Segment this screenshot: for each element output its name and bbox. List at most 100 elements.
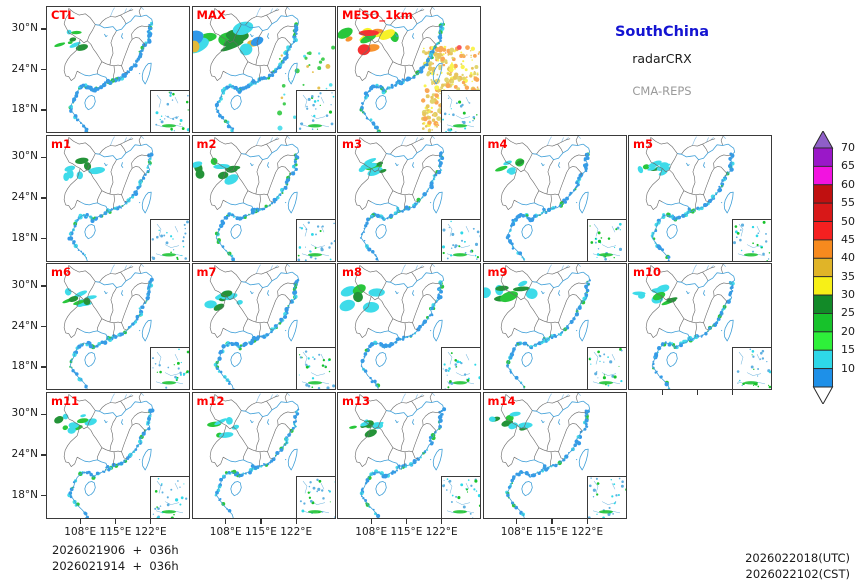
lat-tick-label: 30°N — [11, 150, 38, 163]
map-panel-m10[interactable]: m10 — [628, 263, 772, 390]
lat-tick-label: 18°N — [11, 488, 38, 501]
map-panel-ctl[interactable]: CTL — [46, 6, 190, 133]
map-panel-m13[interactable]: m13 — [337, 391, 481, 519]
lat-tick-label: 24°N — [11, 62, 38, 75]
colorbar-label-60: 60 — [841, 177, 855, 191]
lat-tick — [41, 494, 46, 497]
map-panel-m3[interactable]: m3 — [337, 134, 481, 262]
south-china-sea-inset — [586, 347, 626, 389]
lon-tick — [79, 518, 81, 524]
south-china-sea-inset — [150, 347, 189, 389]
lon-tick-label: 115°E — [99, 525, 132, 538]
lon-tick — [586, 518, 588, 524]
map-panel-m14[interactable]: m14 — [482, 391, 627, 519]
panel-label-m2: m2 — [196, 136, 217, 151]
lon-tick — [295, 518, 297, 524]
lon-tick-label: 108°E — [209, 525, 242, 538]
map-panel-m1[interactable]: m1 — [46, 134, 190, 262]
lon-tick-label: 108°E — [500, 525, 533, 538]
south-china-sea-inset — [586, 218, 626, 261]
map-panel-m7[interactable]: m7 — [191, 263, 336, 390]
footer-valid-cst: 2026022102(CST) — [745, 567, 851, 581]
lon-tick — [732, 390, 734, 395]
lon-tick-label: 122°E — [134, 525, 167, 538]
panel-label-m6: m6 — [51, 265, 71, 279]
lon-tick — [516, 518, 518, 524]
footer-init-time-1: 2026021906 + 036h — [52, 543, 179, 557]
colorbar-label-25: 25 — [841, 306, 855, 320]
lon-tick-label: 122°E — [425, 525, 458, 538]
colorbar-label-65: 65 — [841, 159, 855, 173]
footer-init-time-2: 2026021914 + 036h — [52, 559, 179, 573]
lat-tick — [41, 237, 46, 240]
lon-tick — [405, 518, 408, 524]
map-panel-m2[interactable]: m2 — [191, 134, 336, 262]
lat-tick-label: 30°N — [11, 407, 38, 420]
lon-tick — [370, 518, 372, 524]
lat-tick — [41, 109, 46, 111]
map-panel-m8[interactable]: m8 — [337, 263, 481, 390]
model-source-label: CMA-REPS — [632, 84, 692, 98]
lon-tick-label: 108°E — [64, 525, 97, 538]
colorbar — [812, 131, 834, 404]
colorbar-label-45: 45 — [841, 232, 855, 246]
colorbar-label-50: 50 — [841, 214, 855, 228]
south-china-sea-inset — [295, 475, 335, 518]
lat-tick-label: 24°N — [11, 448, 38, 460]
lat-tick — [41, 413, 46, 416]
colorbar-label-70: 70 — [841, 141, 855, 154]
panel-label-m14: m14 — [487, 393, 516, 408]
lon-tick — [225, 518, 227, 524]
page-title: SouthChina — [614, 24, 710, 40]
map-panel-m11[interactable]: m11 — [46, 391, 190, 519]
map-panel-meso_1km[interactable]: MESO_1km — [337, 6, 481, 133]
panel-label-ctl: CTL — [51, 8, 75, 22]
lat-tick-label: 30°N — [11, 278, 38, 291]
lat-tick-label: 24°N — [11, 191, 38, 203]
lon-tick — [260, 518, 262, 524]
lat-tick — [41, 156, 46, 159]
map-panel-m9[interactable]: m9 — [482, 263, 627, 390]
map-canvas — [47, 264, 189, 389]
panel-label-m5: m5 — [633, 136, 653, 151]
panel-label-m9: m9 — [487, 265, 508, 279]
lon-tick-label: 115°E — [390, 525, 423, 538]
lat-tick — [41, 68, 46, 71]
south-china-sea-inset — [150, 475, 189, 518]
lat-tick — [41, 285, 46, 287]
colorbar-label-20: 20 — [841, 324, 855, 338]
lat-tick-label: 18°N — [11, 231, 38, 244]
lon-tick — [114, 518, 117, 524]
colorbar-label-10: 10 — [841, 361, 855, 375]
panel-label-m12: m12 — [196, 393, 225, 408]
south-china-sea-inset — [732, 347, 771, 389]
map-panel-m12[interactable]: m12 — [191, 391, 336, 519]
lat-tick-label: 24°N — [11, 319, 38, 332]
lat-tick — [41, 197, 46, 199]
panel-label-meso_1km: MESO_1km — [342, 8, 413, 22]
colorbar-label-55: 55 — [841, 196, 855, 210]
map-panel-max[interactable]: MAX — [191, 6, 336, 133]
map-panel-m5[interactable]: m5 — [628, 134, 772, 262]
lon-tick-label: 122°E — [571, 525, 604, 538]
lat-tick — [41, 325, 46, 328]
south-china-sea-inset — [586, 475, 626, 518]
colorbar-label-35: 35 — [841, 269, 855, 283]
map-panel-m4[interactable]: m4 — [482, 134, 627, 262]
south-china-sea-inset — [295, 347, 335, 389]
south-china-sea-inset — [150, 218, 189, 261]
lat-tick-label: 30°N — [11, 21, 38, 34]
lat-tick — [41, 454, 46, 456]
lon-tick — [150, 518, 152, 524]
south-china-sea-inset — [441, 218, 480, 261]
lat-tick — [41, 28, 46, 30]
footer-valid-utc: 2026022018(UTC) — [745, 551, 850, 565]
south-china-sea-inset — [441, 347, 480, 389]
lat-tick-label: 18°N — [11, 103, 38, 116]
lat-tick — [41, 366, 46, 368]
map-panel-m6[interactable]: m6 — [46, 263, 190, 390]
south-china-sea-inset — [295, 218, 335, 261]
south-china-sea-inset — [295, 90, 335, 132]
lon-tick — [551, 518, 553, 524]
